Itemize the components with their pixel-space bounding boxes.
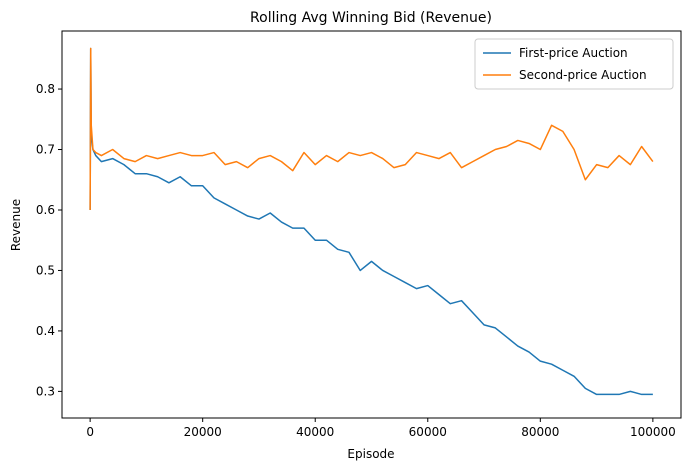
y-axis-label: Revenue bbox=[9, 199, 23, 251]
y-tick-label: 0.4 bbox=[36, 324, 55, 338]
legend-label: First-price Auction bbox=[519, 46, 628, 60]
y-tick-label: 0.5 bbox=[36, 263, 55, 277]
y-tick-label: 0.3 bbox=[36, 384, 55, 398]
x-tick-label: 0 bbox=[86, 425, 94, 439]
axes-frame bbox=[61, 30, 682, 419]
x-tick-label: 60000 bbox=[409, 425, 447, 439]
y-tick-label: 0.7 bbox=[36, 143, 55, 157]
x-tick-label: 40000 bbox=[296, 425, 334, 439]
legend-box bbox=[474, 38, 674, 90]
legend-label: Second-price Auction bbox=[519, 68, 647, 82]
series-line bbox=[89, 47, 654, 210]
x-axis-label: Episode bbox=[347, 447, 394, 461]
y-tick-label: 0.6 bbox=[36, 203, 55, 217]
y-tick-label: 0.8 bbox=[36, 82, 55, 96]
x-tick-label: 80000 bbox=[521, 425, 559, 439]
series-line bbox=[89, 47, 653, 396]
chart-title: Rolling Avg Winning Bid (Revenue) bbox=[250, 10, 492, 26]
x-tick-label: 20000 bbox=[184, 425, 222, 439]
x-tick-label: 100000 bbox=[630, 425, 676, 439]
